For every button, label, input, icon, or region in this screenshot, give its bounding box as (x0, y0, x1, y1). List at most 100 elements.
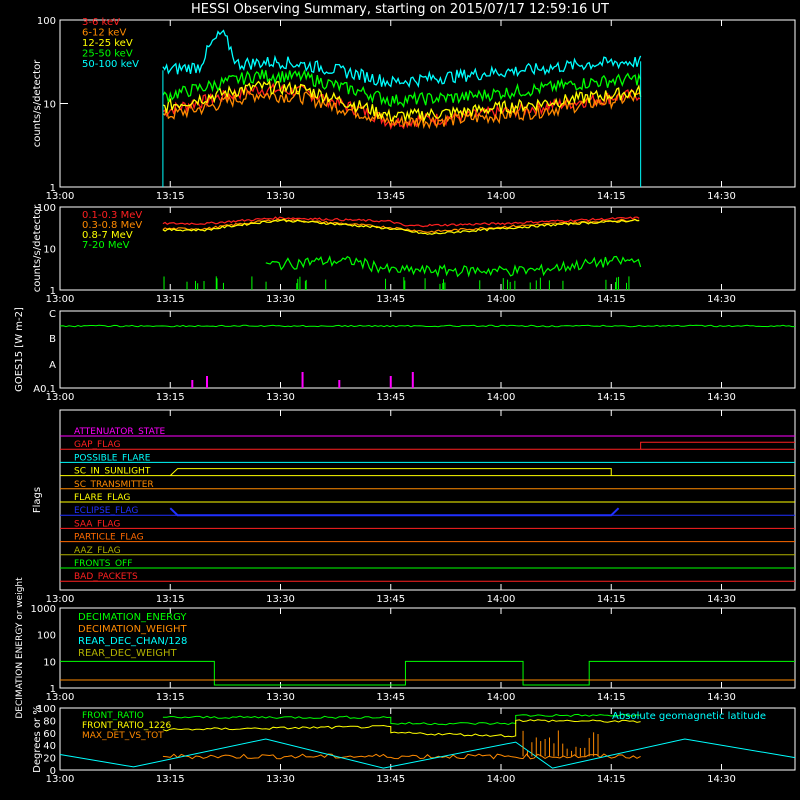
series-line-1 (162, 719, 641, 738)
x-tick-label: 13:00 (46, 294, 75, 305)
legend-entry: DECIMATION_WEIGHT (78, 624, 187, 635)
y-tick-label: 100 (37, 704, 56, 715)
x-tick-label: 14:30 (707, 594, 736, 605)
x-tick-label: 13:30 (266, 191, 295, 202)
flag-label: SC_IN_SUNLIGHT (74, 467, 151, 477)
gap-step (640, 441, 795, 450)
x-tick-label: 14:00 (487, 191, 516, 202)
y-tick-label: 100 (37, 203, 56, 214)
x-tick-label: 14:15 (597, 294, 626, 305)
legend-entry: 25-50 keV (82, 49, 133, 60)
panel-2: 13:00 13:15 13:30 13:45 14:00 14:15 14:30 count… (32, 203, 796, 305)
x-tick-label: 14:00 (487, 774, 516, 785)
x-tick-label: 13:30 (266, 692, 295, 703)
x-tick-label: 13:45 (376, 774, 405, 785)
legend-entry: 0.8-7 MeV (82, 230, 133, 241)
legend-entry: 12-25 keV (82, 38, 133, 49)
flag-label: SC_TRANSMITTER (74, 480, 154, 490)
x-tick-label: 13:45 (376, 191, 405, 202)
panels: 13:00 13:15 13:30 13:45 14:00 14:15 14:30 count… (14, 16, 796, 785)
flag-label: FRONTS_OFF (74, 559, 132, 569)
legend-entry: FRONT_RATIO (82, 711, 144, 721)
y-axis-label: counts/s/detector (32, 59, 43, 147)
series-line-4 (162, 29, 642, 89)
series-line-0 (162, 713, 641, 726)
panel-frame (59, 206, 796, 291)
x-tick-label: 13:00 (46, 594, 75, 605)
panel-frame (59, 310, 796, 389)
series-line-3 (162, 69, 642, 109)
x-tick-label: 14:15 (597, 692, 626, 703)
x-tick-label: 14:30 (707, 692, 736, 703)
y-tick-label: 1 (50, 183, 56, 194)
x-tick-label: 14:30 (707, 392, 736, 403)
y-tick-label: 80 (43, 716, 56, 727)
x-tick-label: 14:00 (487, 392, 516, 403)
legend-entry: DECIMATION_ENERGY (78, 612, 187, 623)
x-tick-label: 13:15 (156, 191, 185, 202)
flag-label: GAP_FLAG (74, 440, 120, 450)
series-line-0 (162, 216, 640, 228)
flag-label: SAA_FLAG (74, 519, 120, 529)
series-line-3 (59, 738, 796, 769)
x-tick-label: 13:00 (46, 774, 75, 785)
panel-frame (59, 409, 796, 591)
flag-label: AAZ_FLAG (74, 546, 121, 556)
y-tick-label: 40 (43, 741, 56, 752)
x-tick-label: 14:30 (707, 191, 736, 202)
x-tick-label: 14:00 (487, 594, 516, 605)
panel-frame (59, 707, 796, 771)
x-tick-label: 14:15 (597, 191, 626, 202)
x-tick-label: 13:15 (156, 294, 185, 305)
x-tick-label: 13:45 (376, 594, 405, 605)
flag-label: BAD_PACKETS (74, 572, 138, 582)
x-tick-label: 13:00 (46, 191, 75, 202)
x-tick-label: 13:45 (376, 392, 405, 403)
flag-label: FLARE_FLAG (74, 493, 130, 503)
x-tick-label: 14:00 (487, 294, 516, 305)
x-tick-label: 13:00 (46, 692, 75, 703)
legend-entry: 0.3-0.8 MeV (82, 220, 142, 231)
legend-entry: REAR_DEC_CHAN/128 (78, 636, 187, 647)
x-tick-label: 13:30 (266, 294, 295, 305)
panel-4: 13:00 13:15 13:30 13:45 14:00 14:15 14:30 Flags… (32, 409, 796, 605)
y-tick-label: A (49, 360, 56, 371)
y-tick-label: 10 (43, 100, 56, 111)
chart-title: HESSI Observing Summary, starting on 201… (191, 2, 609, 17)
y-axis-label: Degrees or % (32, 705, 43, 773)
flag-label: ATTENUATOR_STATE (74, 427, 166, 437)
legend-entry: FRONT_RATIO_1226 (82, 721, 172, 731)
x-tick-label: 14:30 (707, 774, 736, 785)
series-line-2 (162, 79, 642, 124)
x-tick-label: 13:15 (156, 692, 185, 703)
y-tick-label: 1 (50, 286, 56, 297)
annotation-label: Absolute geomagnetic latitude (612, 711, 766, 722)
y-tick-label: 1000 (31, 604, 56, 615)
x-tick-label: 13:15 (156, 392, 185, 403)
flag-label: POSSIBLE_FLARE (74, 453, 151, 463)
panel-5: 13:00 13:15 13:30 13:45 14:00 14:15 14:30 DECIM… (15, 577, 796, 719)
x-tick-label: 14:15 (597, 392, 626, 403)
panel-frame (59, 19, 796, 188)
legend-entry: 3-6 keV (82, 17, 120, 28)
y-axis-label: Flags (32, 487, 43, 513)
flag-label: ECLIPSE_FLAG (74, 506, 138, 516)
y-tick-label: C (49, 309, 56, 320)
x-tick-label: 13:30 (266, 392, 295, 403)
y-tick-label: 10 (43, 657, 56, 668)
y-tick-label: 1 (50, 684, 56, 695)
series-line-1 (162, 89, 641, 130)
y-tick-label: 100 (37, 16, 56, 27)
y-tick-label: B (49, 334, 56, 345)
legend-entry: 50-100 keV (82, 59, 139, 70)
panel-6: 13:00 13:15 13:30 13:45 14:00 14:15 14:30 Degre… (32, 704, 796, 785)
y-tick-label: 10 (43, 245, 56, 256)
series-line-2 (162, 218, 640, 235)
legend-entry: 6-12 keV (82, 28, 126, 39)
series-line-2 (162, 753, 641, 760)
panel-3: 13:00 13:15 13:30 13:45 14:00 14:15 14:30 GOES1… (14, 307, 796, 403)
series-line-3 (265, 255, 642, 278)
eclipse-step (169, 507, 620, 517)
legend-entry: 0.1-0.3 MeV (82, 210, 142, 221)
